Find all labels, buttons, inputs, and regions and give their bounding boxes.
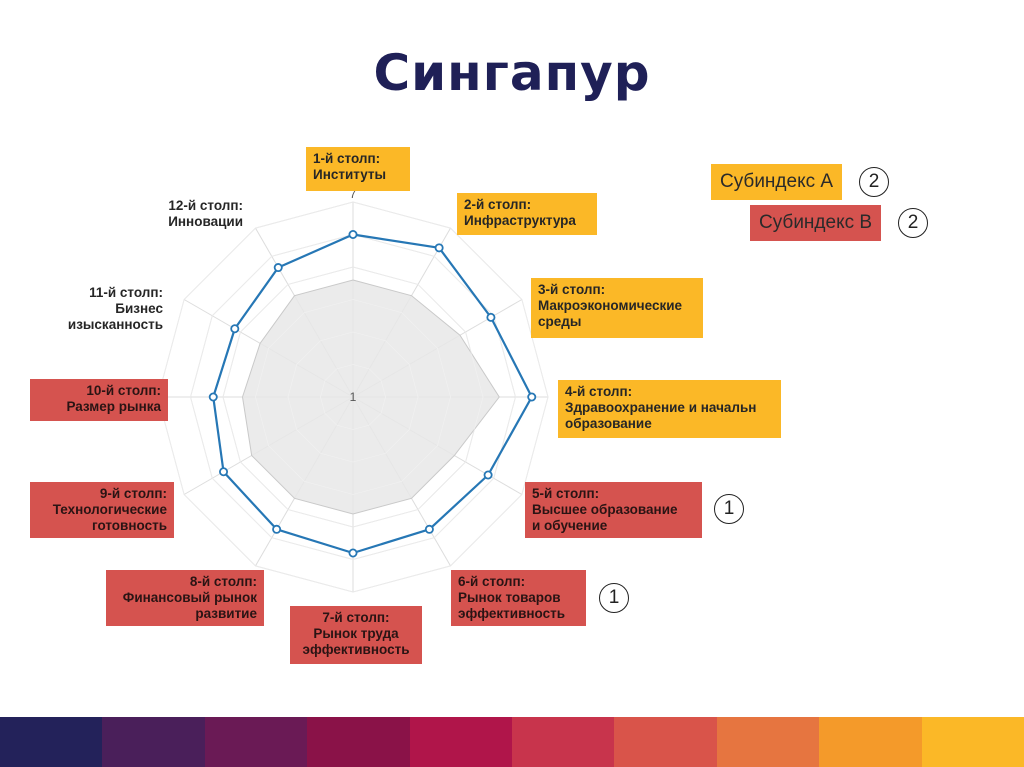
pillar-5-badge: 1 bbox=[714, 494, 744, 524]
strip-segment-7 bbox=[614, 717, 717, 767]
strip-segment-2 bbox=[102, 717, 205, 767]
pillar-label-5: 5-й столп: Высшее образование и обучение bbox=[525, 482, 702, 538]
grid-ring-overlay-1 bbox=[320, 364, 386, 430]
pillar-label-1: 1-й столп: Институты bbox=[306, 147, 410, 191]
strip-segment-10 bbox=[921, 717, 1024, 767]
strip-segment-4 bbox=[307, 717, 410, 767]
series-point-3 bbox=[486, 312, 496, 322]
page-title: Сингапур bbox=[373, 44, 651, 102]
grid-ring-overlay-6 bbox=[157, 201, 549, 593]
legend-subindex-a: Субиндекс А bbox=[711, 164, 843, 200]
series-point-10 bbox=[208, 392, 218, 402]
series-point-12 bbox=[273, 263, 283, 273]
pillar-label-12: 12-й столп: Инновации bbox=[168, 198, 243, 229]
axis-max-label: 7 bbox=[350, 187, 357, 201]
series-point-6 bbox=[424, 524, 434, 534]
pillar-label-3: 3-й столп: Макроэкономические среды bbox=[531, 278, 703, 338]
legend-subindex-b: Субиндекс В bbox=[750, 205, 882, 241]
series-point-2 bbox=[434, 243, 444, 253]
pillar-label-9: 9-й столп: Технологические готовность bbox=[30, 482, 174, 538]
series-point-11 bbox=[230, 324, 240, 334]
strip-segment-5 bbox=[409, 717, 513, 767]
strip-segment-9 bbox=[819, 717, 922, 767]
pillar-label-7: 7-й столп: Рынок труда эффективность bbox=[290, 606, 422, 664]
pillar-label-6: 6-й столп: Рынок товаров эффективность bbox=[451, 570, 586, 626]
grid-ring-overlay-2 bbox=[287, 331, 419, 463]
pillar-label-10: 10-й столп: Размер рынка bbox=[30, 379, 168, 421]
grid-ring-overlay-4 bbox=[222, 266, 484, 528]
strip-segment-6 bbox=[512, 717, 615, 767]
pillar-label-4: 4-й столп: Здравоохранение и начальн обр… bbox=[558, 380, 781, 438]
axis-min-label: 1 bbox=[350, 390, 357, 404]
series-point-5 bbox=[483, 470, 493, 480]
pillar-label-2: 2-й столп: Инфраструктура bbox=[457, 193, 597, 235]
series-point-1 bbox=[348, 229, 358, 239]
strip-segment-3 bbox=[204, 717, 308, 767]
pillar-label-8: 8-й столп: Финансовый рынок развитие bbox=[106, 570, 264, 626]
pillar-6-badge: 1 bbox=[599, 583, 629, 613]
legend-subindex-a-badge: 2 bbox=[859, 167, 889, 197]
strip-segment-8 bbox=[716, 717, 820, 767]
series-area-polygon bbox=[241, 279, 500, 515]
series-point-4 bbox=[527, 392, 537, 402]
strip-segment-1 bbox=[0, 717, 103, 767]
series-point-8 bbox=[272, 524, 282, 534]
grid-ring-overlay-3 bbox=[255, 299, 451, 495]
footer-color-strip bbox=[0, 717, 1024, 767]
series-point-9 bbox=[219, 467, 229, 477]
series-point-7 bbox=[348, 548, 358, 558]
legend-subindex-b-badge: 2 bbox=[898, 208, 928, 238]
pillar-label-11: 11-й столп: Бизнес изысканность bbox=[67, 285, 163, 332]
